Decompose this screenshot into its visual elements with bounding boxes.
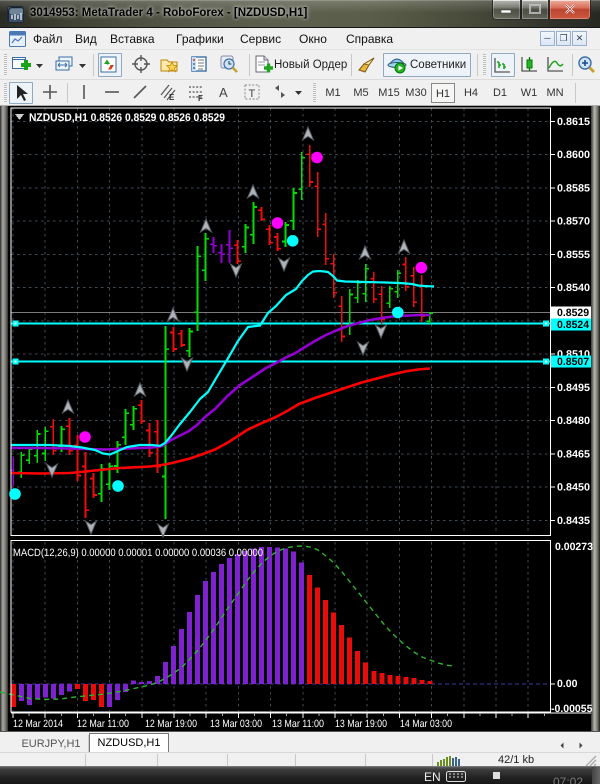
svg-text:F: F xyxy=(198,94,203,102)
svg-text:0.8465: 0.8465 xyxy=(557,448,590,460)
svg-text:13 Mar 11:00: 13 Mar 11:00 xyxy=(272,718,324,730)
svg-text:12 Mar 2014: 12 Mar 2014 xyxy=(13,718,63,730)
svg-text:MACD(12,26,9) 0.00000 0.00001: MACD(12,26,9) 0.00000 0.00001 0.00000 0.… xyxy=(13,547,263,559)
svg-text:0.8585: 0.8585 xyxy=(557,182,590,194)
svg-text:0.8529: 0.8529 xyxy=(557,307,589,319)
svg-text:14 Mar 03:00: 14 Mar 03:00 xyxy=(400,718,452,730)
svg-text:0.00273: 0.00273 xyxy=(555,541,593,553)
svg-text:0.8615: 0.8615 xyxy=(557,116,590,128)
svg-text:0.8570: 0.8570 xyxy=(557,216,590,228)
svg-text:13 Mar 19:00: 13 Mar 19:00 xyxy=(335,718,387,730)
svg-text:0.8435: 0.8435 xyxy=(557,515,590,527)
svg-text:12 Mar 11:00: 12 Mar 11:00 xyxy=(77,718,129,730)
svg-text:0.8524: 0.8524 xyxy=(557,319,589,331)
svg-text:NZDUSD,H1 0.8526 0.8529 0.852: NZDUSD,H1 0.8526 0.8529 0.8526 0.8529 xyxy=(29,112,225,124)
svg-text:0.8507: 0.8507 xyxy=(557,356,589,368)
svg-text:0.00: 0.00 xyxy=(557,678,578,690)
svg-text:12 Mar 19:00: 12 Mar 19:00 xyxy=(145,718,197,730)
svg-text:-0.00055: -0.00055 xyxy=(551,703,593,715)
svg-text:0.8450: 0.8450 xyxy=(557,482,590,494)
svg-text:0.8495: 0.8495 xyxy=(557,382,590,394)
svg-text:0.8540: 0.8540 xyxy=(557,282,590,294)
svg-text:0.8555: 0.8555 xyxy=(557,249,590,261)
svg-text:E: E xyxy=(169,93,175,101)
svg-text:A: A xyxy=(219,85,228,100)
svg-text:0.8480: 0.8480 xyxy=(557,415,590,427)
svg-text:13 Mar 03:00: 13 Mar 03:00 xyxy=(210,718,262,730)
svg-text:T: T xyxy=(249,88,256,100)
svg-text:0.8600: 0.8600 xyxy=(557,149,590,161)
